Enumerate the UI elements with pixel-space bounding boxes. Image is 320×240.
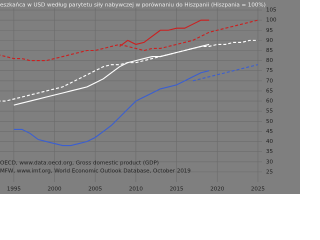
- source-note: MFW, www.imf.org, World Economic Outlook…: [0, 169, 191, 175]
- x-tick-label: 2025: [251, 187, 265, 193]
- y-tick-label: 105: [266, 8, 277, 14]
- y-tick-label: 35: [266, 149, 273, 155]
- y-tick-label: 95: [266, 28, 273, 34]
- y-tick-label: 50: [266, 119, 273, 125]
- y-tick-label: 90: [266, 38, 273, 44]
- x-tick-label: 2015: [170, 187, 184, 193]
- x-tick-label: 2020: [210, 187, 224, 193]
- series-line: [0, 39, 258, 102]
- series-line: [119, 19, 210, 47]
- y-tick-label: 30: [266, 159, 273, 165]
- series-line: [13, 70, 210, 147]
- series-line: [192, 64, 259, 82]
- y-tick-label: 85: [266, 48, 273, 54]
- x-tick-label: 2010: [129, 187, 143, 193]
- chart-title: eszkańca w USD według parytetu siły naby…: [0, 2, 266, 9]
- source-note: OECD, www.data.oecd.org, Gross domestic …: [0, 161, 159, 167]
- y-tick-label: 45: [266, 129, 273, 135]
- x-tick-label: 1995: [7, 187, 21, 193]
- y-tick-label: 70: [266, 78, 273, 84]
- x-tick-label: 2000: [48, 187, 62, 193]
- y-tick-label: 75: [266, 68, 273, 74]
- y-tick-label: 65: [266, 88, 273, 94]
- chart: eszkańca w USD według parytetu siły naby…: [0, 0, 300, 194]
- y-tick-label: 55: [266, 109, 273, 115]
- y-tick-label: 100: [266, 18, 277, 24]
- y-tick-label: 25: [266, 169, 273, 175]
- x-tick-label: 2005: [88, 187, 102, 193]
- series-line: [13, 43, 210, 106]
- y-tick-label: 40: [266, 139, 273, 145]
- y-tick-label: 60: [266, 99, 273, 105]
- y-tick-label: 80: [266, 58, 273, 64]
